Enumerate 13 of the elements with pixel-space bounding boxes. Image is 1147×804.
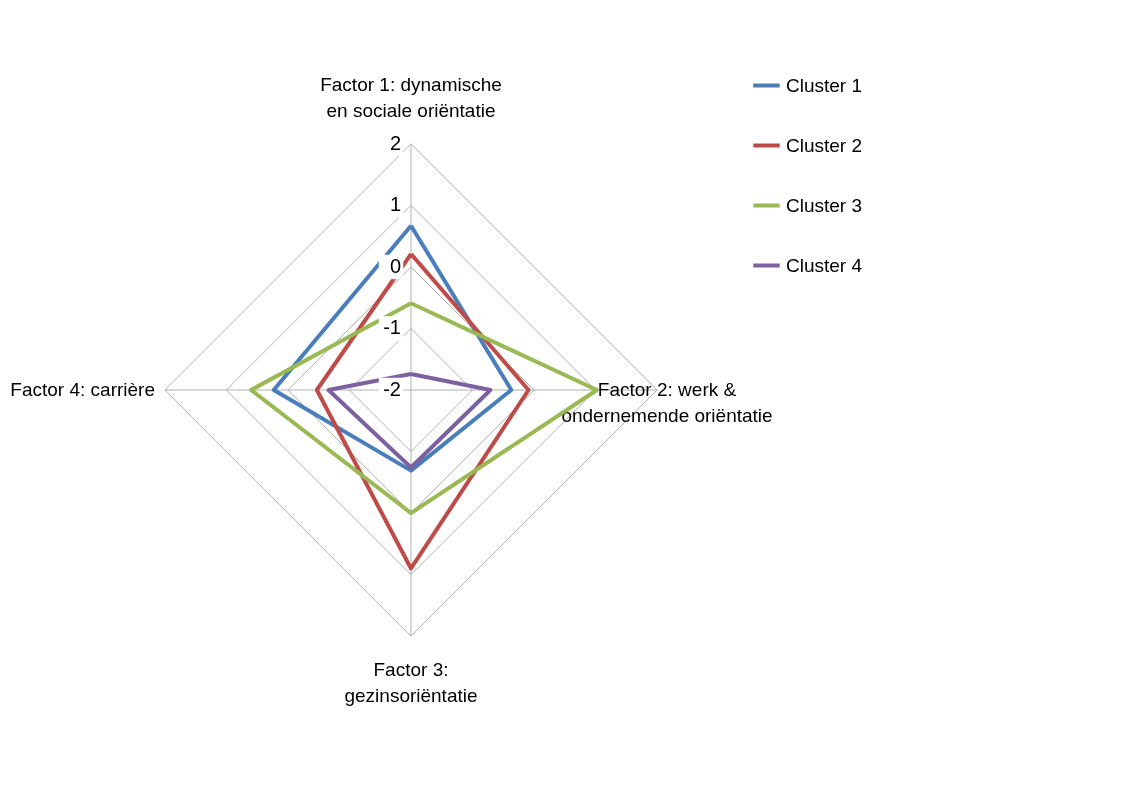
spoke-label: Factor 4: carrière (10, 379, 155, 400)
y-tick-label: 1 (389, 193, 401, 216)
legend-label: Cluster 3 (786, 194, 863, 216)
spoke-label: Factor 2: werk & ondernemende oriëntatie (561, 379, 773, 426)
legend-label: Cluster 1 (786, 74, 863, 96)
y-tick-label: 2 (389, 131, 401, 154)
y-tick-label: 0 (389, 254, 401, 277)
y-tick-label: -2 (383, 378, 401, 400)
legend-label: Cluster 4 (786, 254, 863, 276)
spoke-label: Factor 1: dynamische en sociale oriëntatie (320, 73, 502, 121)
spoke-label: Factor 3: gezinsoriëntatie (344, 658, 478, 706)
y-tick-label: -1 (383, 316, 401, 339)
legend-label: Cluster 2 (786, 134, 863, 156)
